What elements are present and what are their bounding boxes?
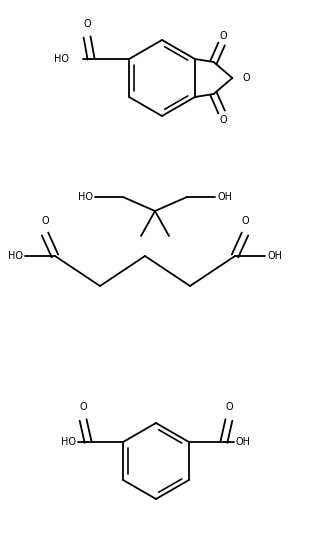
Text: O: O <box>41 216 49 226</box>
Text: HO: HO <box>78 192 93 202</box>
Text: O: O <box>83 19 91 29</box>
Text: OH: OH <box>236 437 251 447</box>
Text: O: O <box>241 216 249 226</box>
Text: O: O <box>242 73 250 83</box>
Text: O: O <box>220 31 227 41</box>
Text: OH: OH <box>217 192 232 202</box>
Text: HO: HO <box>54 54 69 64</box>
Text: HO: HO <box>8 251 23 261</box>
Text: O: O <box>220 115 227 125</box>
Text: O: O <box>79 402 87 412</box>
Text: O: O <box>225 402 233 412</box>
Text: OH: OH <box>267 251 282 261</box>
Text: HO: HO <box>61 437 76 447</box>
